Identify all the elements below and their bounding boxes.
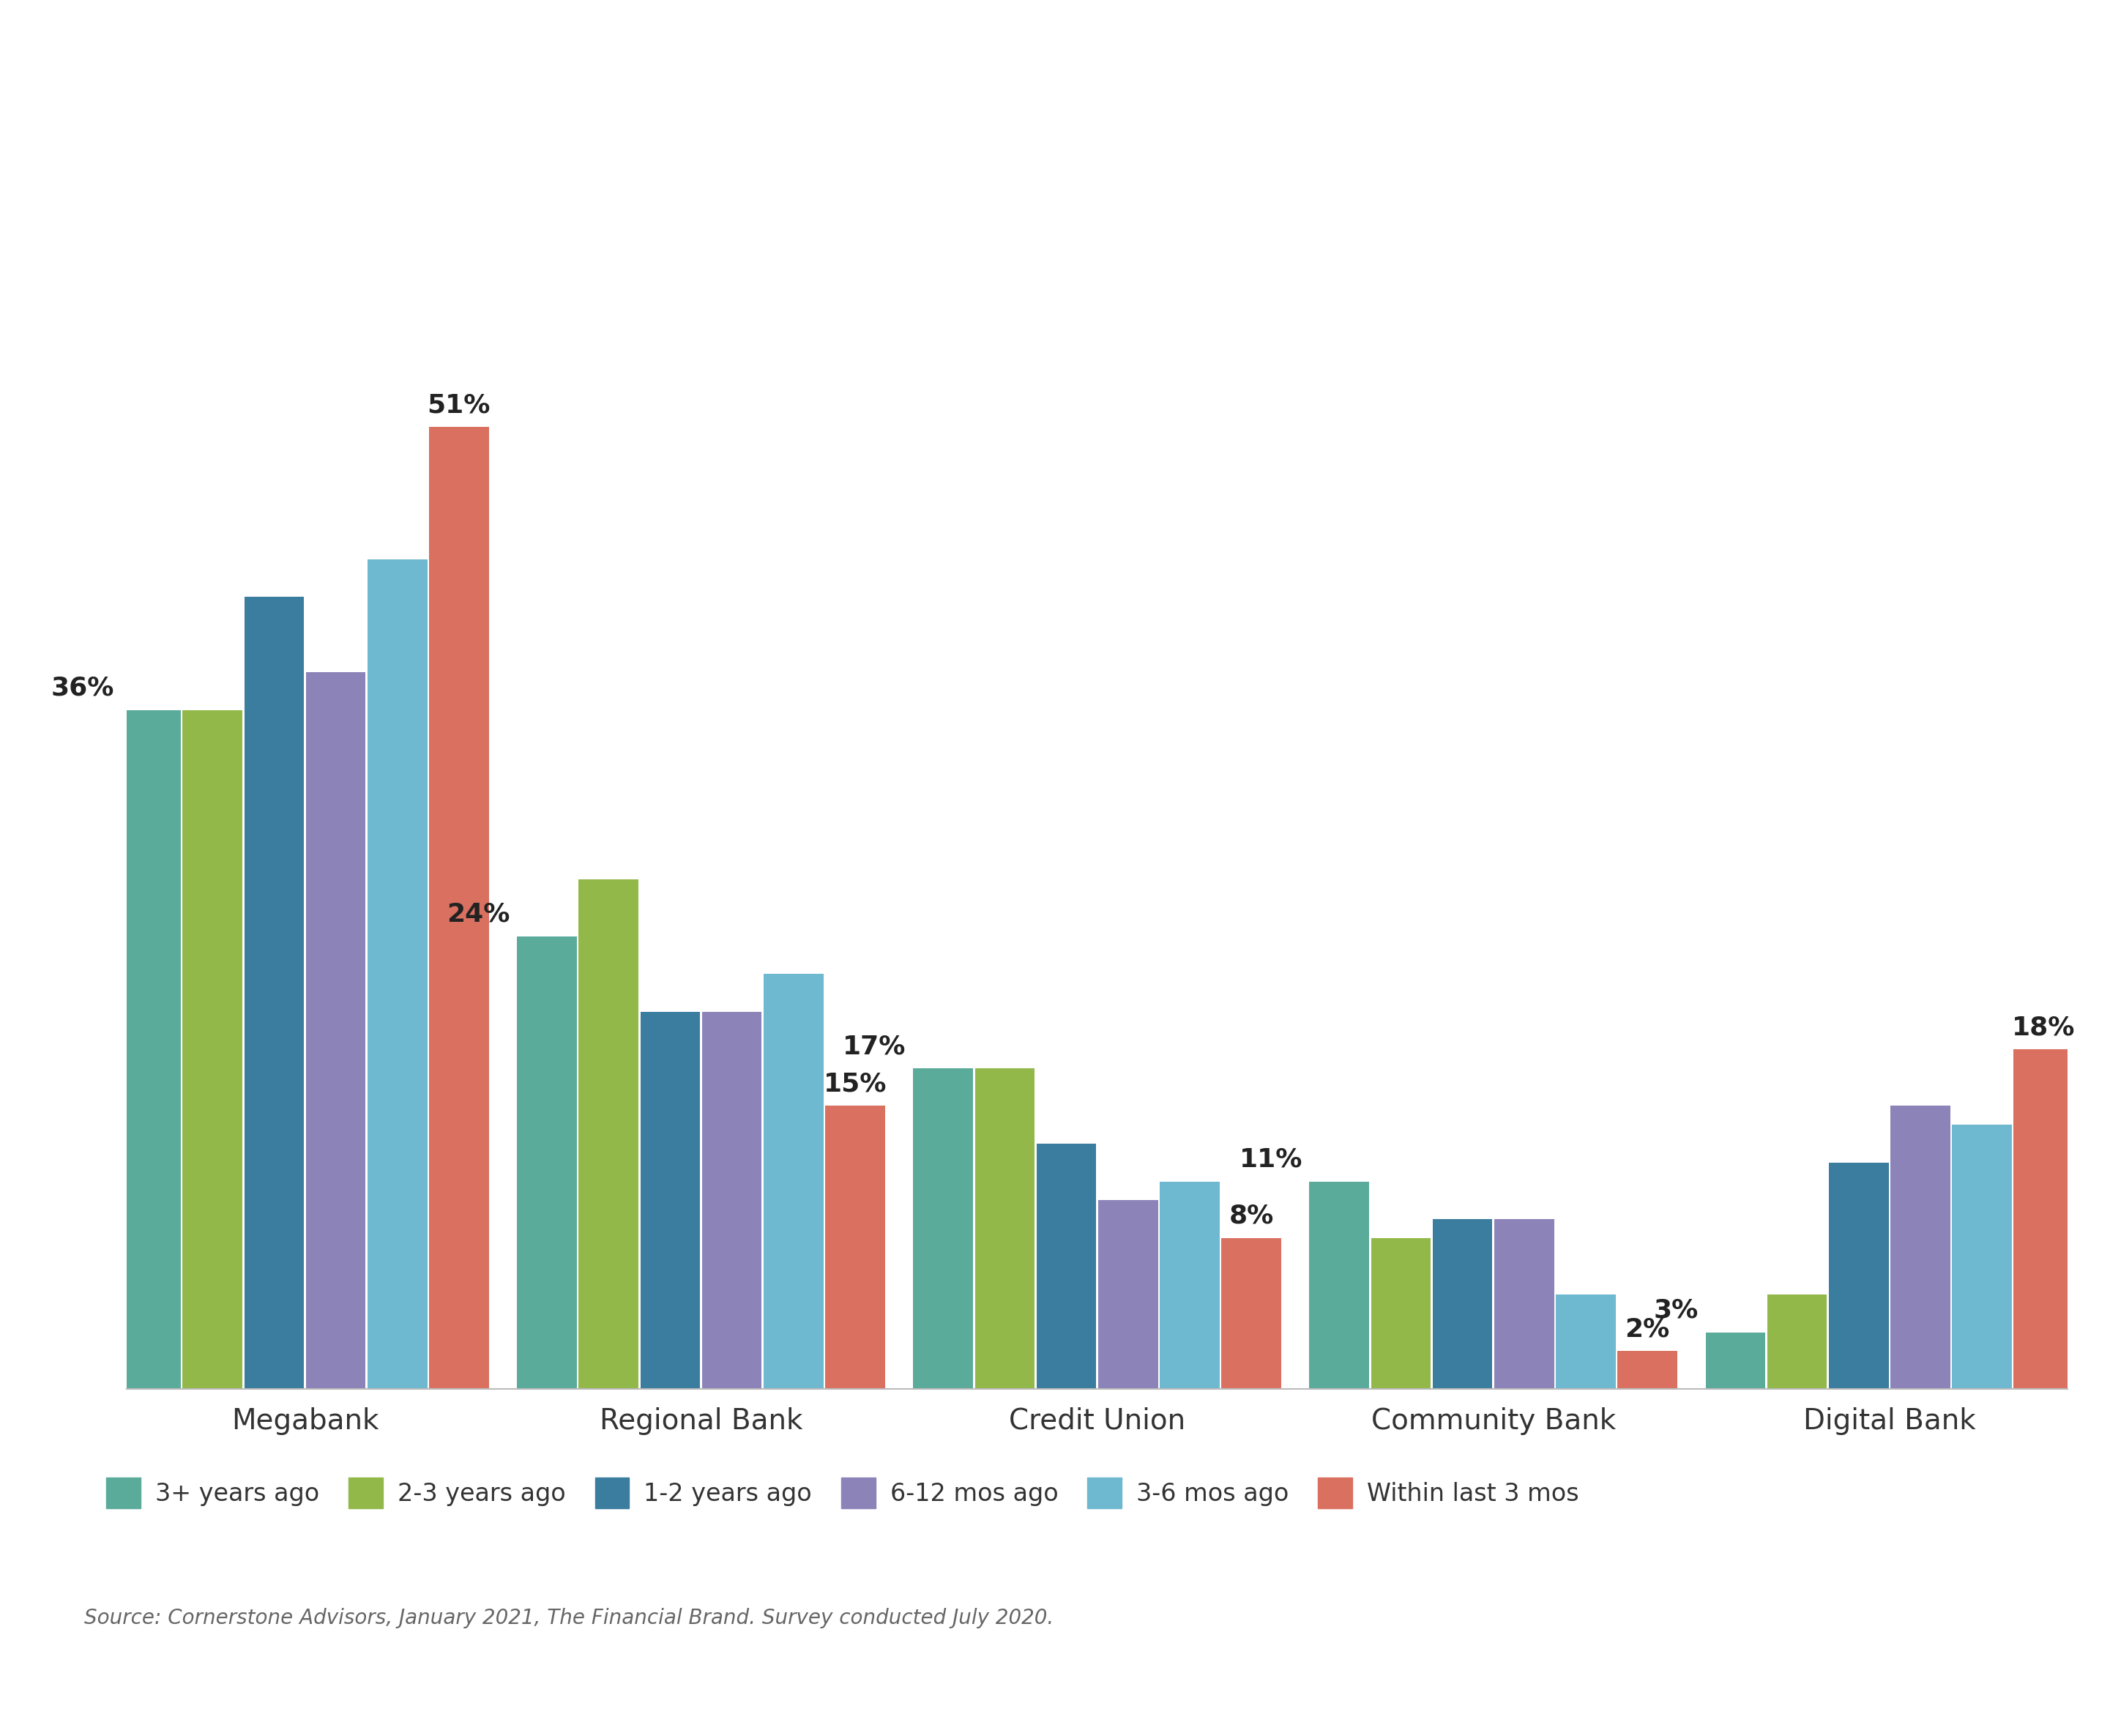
Bar	[764, 974, 823, 1389]
Bar	[517, 936, 576, 1389]
Bar	[578, 880, 639, 1389]
Bar	[2013, 1049, 2074, 1389]
Bar	[703, 1012, 762, 1389]
Legend: 3+ years ago, 2-3 years ago, 1-2 years ago, 6-12 mos ago, 3-6 mos ago, Within la: 3+ years ago, 2-3 years ago, 1-2 years a…	[97, 1467, 1589, 1519]
Text: 3%: 3%	[1654, 1299, 1699, 1323]
Bar	[1222, 1238, 1281, 1389]
Bar	[306, 672, 365, 1389]
Bar	[914, 1068, 973, 1389]
Text: Source: Cornerstone Advisors, January 2021, The Financial Brand. Survey conducte: Source: Cornerstone Advisors, January 20…	[84, 1608, 1053, 1628]
Bar	[120, 710, 181, 1389]
Text: 36%: 36%	[51, 675, 114, 701]
Text: 24%: 24%	[447, 903, 511, 927]
Bar	[1036, 1144, 1097, 1389]
Bar	[1768, 1295, 1827, 1389]
Bar	[367, 559, 426, 1389]
Text: 15%: 15%	[823, 1071, 886, 1097]
Text: 51%: 51%	[428, 392, 490, 418]
Text: 18%: 18%	[2013, 1016, 2076, 1040]
Bar	[1433, 1219, 1492, 1389]
Bar	[245, 597, 304, 1389]
Bar	[184, 710, 243, 1389]
Bar	[1555, 1295, 1616, 1389]
Text: WHERE CONSUMERS LAST OPENED A BANK ACCOUNT: WHERE CONSUMERS LAST OPENED A BANK ACCOU…	[74, 71, 1844, 128]
Bar	[428, 427, 490, 1389]
Bar	[975, 1068, 1034, 1389]
Bar	[1952, 1125, 2011, 1389]
Bar	[1891, 1106, 1950, 1389]
Bar	[1372, 1238, 1431, 1389]
Text: 8%: 8%	[1228, 1203, 1274, 1229]
Bar	[1494, 1219, 1555, 1389]
Bar	[1097, 1200, 1158, 1389]
Text: 2%: 2%	[1625, 1318, 1669, 1342]
Bar	[1705, 1332, 1766, 1389]
Text: 17%: 17%	[842, 1035, 905, 1059]
Text: 11%: 11%	[1239, 1147, 1302, 1172]
Bar	[1160, 1182, 1220, 1389]
Bar	[1310, 1182, 1369, 1389]
Bar	[1829, 1163, 1888, 1389]
Bar	[825, 1106, 884, 1389]
Bar	[1618, 1351, 1677, 1389]
Bar	[639, 1012, 701, 1389]
